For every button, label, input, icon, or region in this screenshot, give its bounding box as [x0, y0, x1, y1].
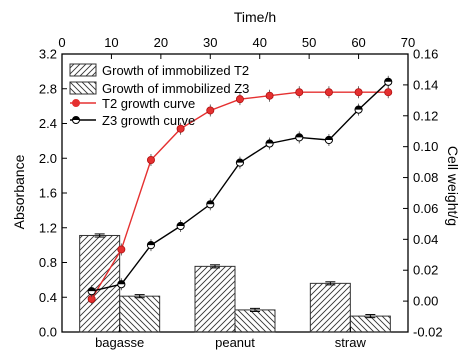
- legend-label-z3-line: Z3 growth curve: [102, 113, 195, 128]
- legend-label-t2-line: T2 growth curve: [102, 96, 195, 111]
- right-tick-label: 0.02: [413, 263, 438, 278]
- data-point-half: [384, 78, 392, 82]
- data-point: [324, 88, 333, 97]
- right-tick-label: 0.04: [413, 232, 438, 247]
- bar: [234, 309, 276, 333]
- legend-marker-z3-half: [72, 116, 80, 120]
- data-point: [235, 95, 244, 104]
- right-tick-label: 0.12: [413, 108, 438, 123]
- category-label: peanut: [215, 335, 255, 350]
- left-tick-label: 0.8: [39, 255, 57, 270]
- legend-swatch-t2: [69, 63, 97, 77]
- category-label: bagasse: [95, 335, 144, 350]
- data-point-half: [354, 106, 363, 110]
- left-tick-label: 0.4: [39, 290, 57, 305]
- right-tick-label: 0.06: [413, 201, 438, 216]
- left-tick-label: 3.2: [39, 47, 57, 62]
- left-tick-label: 2.4: [39, 116, 57, 131]
- top-tick-label: 60: [351, 35, 365, 50]
- data-point: [265, 91, 274, 100]
- data-point-half: [295, 133, 303, 138]
- left-tick-label: 0.0: [39, 325, 57, 340]
- right-tick-label: 0.16: [413, 47, 438, 62]
- legend-swatch-z3: [69, 81, 97, 95]
- top-tick-label: 70: [401, 35, 415, 50]
- data-point-half: [206, 200, 214, 205]
- right-tick-label: 0.08: [413, 170, 438, 185]
- top-tick-label: 50: [302, 35, 316, 50]
- data-point-half: [325, 136, 333, 141]
- legend-label-t2-bar: Growth of immobilized T2: [102, 63, 249, 78]
- category-label: straw: [335, 335, 367, 350]
- right-tick-label: 0.14: [413, 77, 438, 92]
- bar: [309, 282, 351, 333]
- data-point: [384, 88, 393, 97]
- data-point-half: [88, 287, 96, 292]
- left-tick-label: 1.2: [39, 220, 57, 235]
- data-point-half: [266, 139, 274, 144]
- legend-marker-t2: [72, 99, 80, 107]
- data-point: [176, 124, 185, 133]
- data-point: [206, 106, 215, 115]
- top-tick-label: 30: [203, 35, 217, 50]
- bar: [194, 265, 236, 333]
- data-point: [117, 245, 126, 254]
- left-tick-label: 2.0: [39, 151, 57, 166]
- left-tick-label: 2.8: [39, 81, 57, 96]
- data-point-half: [236, 158, 244, 163]
- legend-label-z3-bar: Growth of immobilized Z3: [102, 81, 249, 96]
- data-point: [146, 155, 155, 164]
- data-point: [354, 88, 363, 97]
- top-tick-label: 20: [154, 35, 168, 50]
- right-tick-label: 0.10: [413, 139, 438, 154]
- top-tick-label: 10: [104, 35, 118, 50]
- right-tick-label: -0.02: [413, 325, 443, 340]
- data-point-half: [147, 241, 155, 246]
- top-tick-label: 0: [58, 35, 65, 50]
- top-axis-label: Time/h: [234, 9, 276, 25]
- bar: [119, 295, 161, 333]
- left-axis-label: Absorbance: [11, 154, 27, 229]
- right-axis-label: Cell weight/g: [445, 146, 461, 226]
- bar-layer: [79, 233, 391, 333]
- data-point-half: [117, 280, 125, 285]
- legend: Growth of immobilized T2 Growth of immob…: [69, 63, 249, 128]
- bar: [349, 315, 391, 333]
- data-point-half: [177, 222, 185, 227]
- left-tick-label: 1.6: [39, 186, 57, 201]
- tick-layer: 0 10 20 30 40 50 60 70 0.0 0.4 0.8 1.2 1.6 2.0 2.4 2.8 3…: [39, 35, 443, 350]
- bar: [79, 234, 121, 333]
- data-point: [295, 88, 304, 97]
- right-tick-label: 0.00: [413, 294, 438, 309]
- line-layer: [87, 75, 393, 305]
- top-tick-label: 40: [252, 35, 266, 50]
